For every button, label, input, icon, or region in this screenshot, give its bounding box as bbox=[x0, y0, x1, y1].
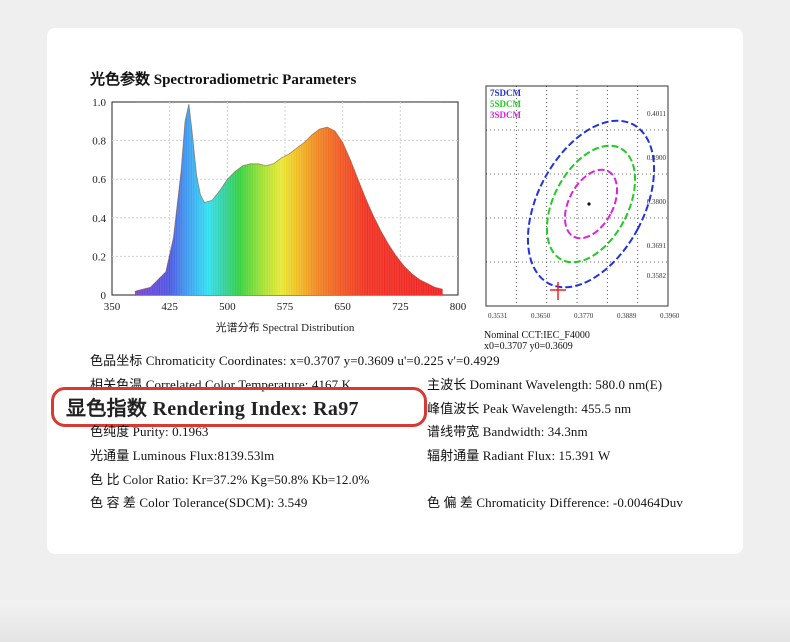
x-tick-label: 575 bbox=[277, 301, 294, 313]
param-chromaticity-difference: 色 偏 差 Chromaticity Difference: -0.00464D… bbox=[427, 495, 683, 510]
y-tick-label: 0.8 bbox=[92, 136, 106, 148]
param-purity: 色纯度 Purity: 0.1963 bbox=[90, 424, 209, 439]
y-tick-label: 1.0 bbox=[92, 97, 106, 109]
section-title: 光色参数 Spectroradiometric Parameters bbox=[90, 72, 357, 88]
cie-y-tick: 0.3691 bbox=[647, 242, 667, 250]
spectrum-line bbox=[135, 103, 443, 292]
y-tick-label: 0.6 bbox=[92, 174, 106, 186]
x-tick-label: 725 bbox=[392, 301, 409, 313]
cie-x-tick: 0.3531 bbox=[488, 312, 508, 320]
cie-x-tick: 0.3960 bbox=[660, 312, 680, 320]
x-tick-label: 425 bbox=[161, 301, 178, 313]
y-tick-label: 0.4 bbox=[92, 213, 106, 225]
cie-y-tick: 0.4011 bbox=[647, 110, 666, 118]
legend-item: 7SDCM bbox=[490, 88, 522, 98]
x-tick-label: 650 bbox=[334, 301, 351, 313]
x-axis-label: 光谱分布 Spectral Distribution bbox=[216, 320, 355, 334]
param-color-ratio: 色 比 Color Ratio: Kr=37.2% Kg=50.8% Kb=12… bbox=[90, 472, 370, 487]
cie-y-tick: 0.3800 bbox=[647, 198, 667, 206]
x-tick-label: 500 bbox=[219, 301, 236, 313]
measured-point bbox=[587, 202, 591, 206]
spectral-chart-svg: 0 0.2 0.4 0.6 0.8 1.0 350 425 500 575 650 725 800 光谱分… bbox=[92, 97, 467, 334]
chromaticity-chart: 7SDCM 5SDCM 3SDCM 0.4011 0.3900 0.3800 0.3691 0… bbox=[480, 82, 680, 357]
cie-x-tick: 0.3770 bbox=[574, 312, 594, 320]
param-color-tolerance: 色 容 差 Color Tolerance(SDCM): 3.549 bbox=[90, 495, 308, 510]
cie-caption: x0=0.3707 y0=0.3609 bbox=[484, 341, 573, 352]
ellipse-7sdcm bbox=[526, 119, 656, 289]
param-peak-wavelength: 峰值波长 Peak Wavelength: 455.5 nm bbox=[427, 401, 632, 416]
cie-y-tick: 0.3900 bbox=[647, 154, 667, 162]
legend-item: 3SDCM bbox=[490, 110, 522, 120]
param-radiant-flux: 辐射通量 Radiant Flux: 15.391 W bbox=[427, 448, 611, 463]
param-chromaticity: 色品坐标 Chromaticity Coordinates: x=0.3707 … bbox=[90, 353, 500, 368]
cie-y-tick: 0.3582 bbox=[647, 272, 667, 280]
y-tick-label: 0.2 bbox=[92, 251, 106, 263]
y-tick-label: 0 bbox=[101, 290, 107, 302]
cie-caption: Nominal CCT:IEC_F4000 bbox=[484, 330, 590, 341]
x-tick-label: 350 bbox=[104, 301, 121, 313]
cie-x-tick: 0.3889 bbox=[617, 312, 637, 320]
legend-item: 5SDCM bbox=[490, 99, 522, 109]
spectral-chart: 0 0.2 0.4 0.6 0.8 1.0 350 425 500 575 650 725 800 光谱分… bbox=[86, 92, 476, 337]
spectrum-area bbox=[135, 103, 443, 296]
param-dominant-wavelength: 主波长 Dominant Wavelength: 580.0 nm(E) bbox=[427, 377, 663, 392]
param-luminous-flux: 光通量 Luminous Flux:8139.53lm bbox=[90, 448, 275, 463]
x-tick-label: 800 bbox=[450, 301, 467, 313]
param-rendering-index: 显色指数 Rendering Index: Ra97 bbox=[66, 398, 359, 420]
floor-shadow bbox=[0, 600, 790, 642]
param-bandwidth: 谱线带宽 Bandwidth: 34.3nm bbox=[427, 424, 588, 439]
rendering-index-highlight bbox=[51, 387, 427, 427]
cie-x-tick: 0.3650 bbox=[531, 312, 551, 320]
